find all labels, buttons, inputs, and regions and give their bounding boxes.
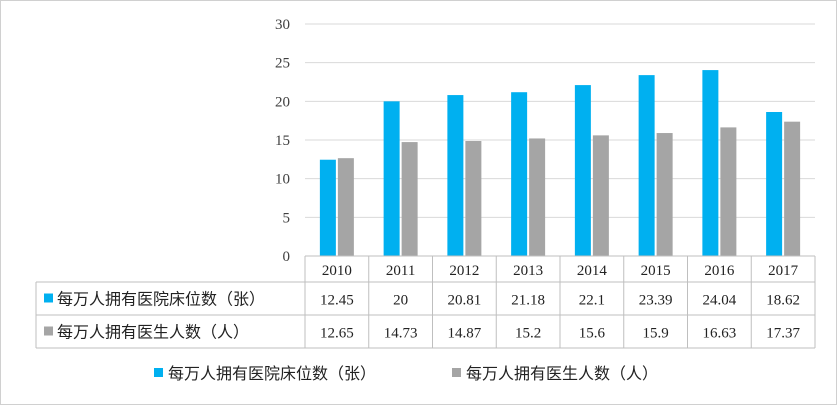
gridlines: [305, 23, 815, 218]
table-legend-key: [44, 326, 53, 336]
x-tick-label: 2017: [768, 263, 799, 279]
x-tick-label: 2013: [513, 263, 543, 279]
data-table: 2010 2011 2012 2013 2014 2015 2016 2017 每万人拥有医院床…: [35, 255, 816, 349]
y-tick-label: 25: [275, 56, 290, 72]
bar: [447, 95, 464, 256]
data-label: 15.2: [515, 326, 541, 342]
data-label: 23.39: [639, 293, 673, 309]
data-label: 21.18: [511, 293, 545, 309]
x-tick-label: 2014: [577, 263, 608, 279]
y-tick-label: 0: [283, 249, 291, 265]
table-legend-key: [44, 293, 53, 303]
y-tick-label: 10: [275, 172, 290, 188]
bar: [592, 135, 609, 256]
table-series-label: 每万人拥有医生人数（人）: [57, 323, 249, 342]
bar: [319, 159, 336, 256]
bar: [766, 112, 783, 256]
data-label: 12.65: [320, 326, 354, 342]
data-label: 20: [393, 293, 408, 309]
data-label: 16.63: [703, 326, 737, 342]
x-tick-label: 2011: [386, 263, 415, 279]
y-tick-label: 20: [275, 94, 290, 110]
y-tick-label: 15: [275, 133, 290, 149]
bar: [702, 70, 719, 256]
bar: [574, 85, 591, 257]
legend-label: 每万人拥有医生人数（人）: [466, 364, 658, 383]
bar: [465, 141, 482, 256]
bar: [656, 133, 673, 256]
bar: [337, 158, 354, 256]
data-label: 15.6: [579, 326, 606, 342]
bar: [720, 127, 737, 256]
data-label: 20.81: [448, 293, 482, 309]
table-series-label: 每万人拥有医院床位数（张）: [57, 290, 265, 309]
bar: [511, 92, 528, 256]
data-label: 17.37: [766, 326, 800, 342]
bar: [401, 142, 418, 256]
bar: [529, 138, 546, 256]
x-tick-label: 2015: [641, 263, 671, 279]
y-axis-ticks: 0 5 10 15 20 25 30: [275, 17, 290, 265]
legend-key: [452, 368, 461, 377]
legend-key: [154, 368, 163, 377]
data-label: 12.45: [320, 293, 354, 309]
y-tick-label: 30: [275, 17, 290, 33]
y-tick-label: 5: [283, 210, 291, 226]
bar: [784, 121, 801, 256]
data-label: 15.9: [643, 326, 669, 342]
bar: [638, 75, 655, 256]
data-label: 22.1: [579, 293, 605, 309]
data-label: 24.04: [703, 293, 737, 309]
bar: [383, 101, 400, 256]
x-tick-label: 2010: [322, 263, 352, 279]
x-tick-label: 2016: [704, 263, 735, 279]
data-label: 14.73: [384, 326, 418, 342]
data-label: 18.62: [766, 293, 800, 309]
x-tick-label: 2012: [449, 263, 479, 279]
legend: 每万人拥有医院床位数（张） 每万人拥有医生人数（人）: [154, 364, 658, 383]
data-label: 14.87: [448, 326, 482, 342]
legend-label: 每万人拥有医院床位数（张）: [168, 364, 376, 383]
bars: [319, 70, 801, 257]
